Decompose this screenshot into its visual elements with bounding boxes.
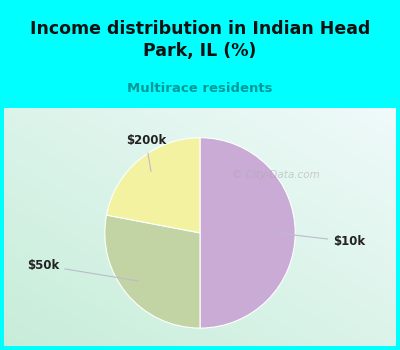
Wedge shape [200, 138, 295, 328]
Text: $200k: $200k [126, 134, 166, 172]
Text: Income distribution in Indian Head
Park, IL (%): Income distribution in Indian Head Park,… [30, 20, 370, 60]
Text: $10k: $10k [279, 233, 365, 248]
Text: © City-Data.com: © City-Data.com [232, 170, 320, 180]
Wedge shape [105, 215, 200, 328]
Text: Multirace residents: Multirace residents [127, 83, 273, 96]
Text: $50k: $50k [27, 259, 138, 281]
Wedge shape [106, 138, 200, 233]
